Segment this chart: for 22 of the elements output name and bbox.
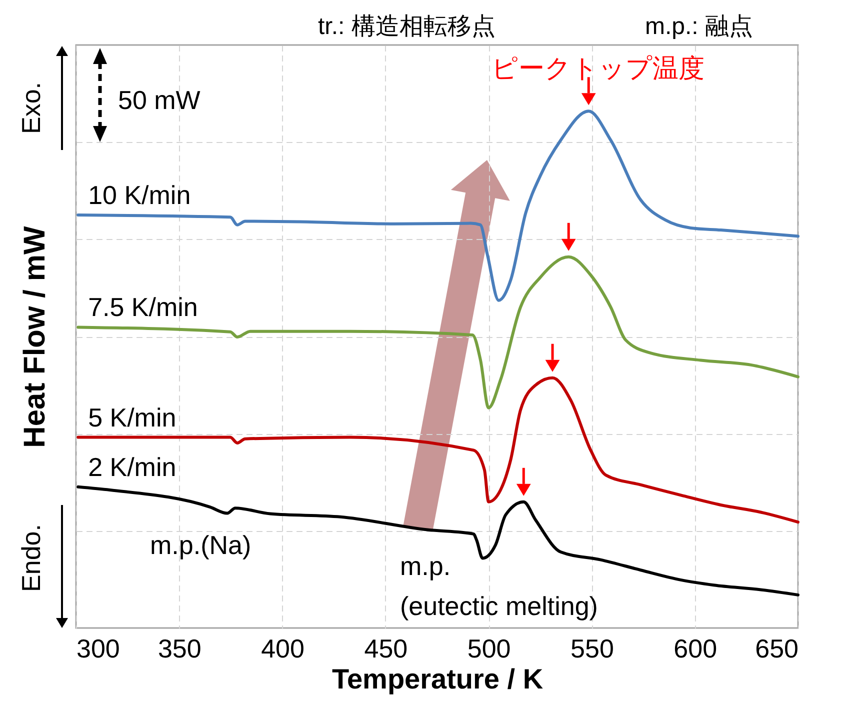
x-tick-label: 550 bbox=[570, 634, 614, 664]
annotation: m.p.(Na) bbox=[150, 530, 252, 560]
text: tr.: 構造相転移点 bbox=[318, 13, 496, 40]
series-label: 7.5 K/min bbox=[88, 292, 198, 322]
annotation: 50 mW bbox=[118, 84, 201, 115]
x-tick-label: 500 bbox=[467, 634, 511, 664]
text: Endo. bbox=[16, 524, 46, 592]
x-tick-label: 300 bbox=[76, 634, 120, 664]
x-tick-label: 600 bbox=[674, 634, 718, 664]
text: Exo. bbox=[16, 82, 46, 134]
x-tick-label: 450 bbox=[364, 634, 408, 664]
x-tick-label: 400 bbox=[261, 634, 304, 664]
series-label: 2 K/min bbox=[88, 452, 176, 482]
x-tick-label: 650 bbox=[755, 634, 798, 664]
x-axis-title: Temperature / K bbox=[332, 664, 544, 694]
series-label: 5 K/min bbox=[88, 402, 176, 432]
series-label: 10 K/min bbox=[88, 180, 191, 210]
annotation: m.p. (eutectic melting) bbox=[400, 551, 598, 621]
text: ピークトップ温度 bbox=[492, 52, 704, 83]
y-axis-title: Heat Flow / mW bbox=[18, 225, 52, 448]
x-tick-label: 350 bbox=[158, 634, 202, 664]
text: m.p.: 融点 bbox=[645, 13, 754, 40]
